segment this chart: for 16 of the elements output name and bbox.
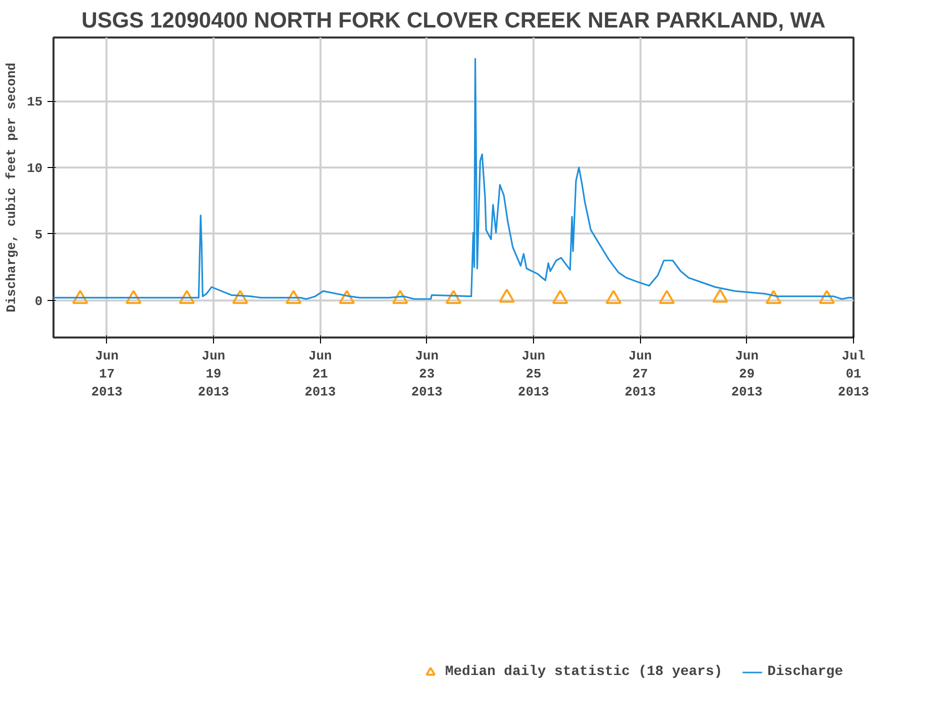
y-axis-title: Discharge, cubic feet per second xyxy=(4,62,19,312)
y-tick-label: 0 xyxy=(34,294,43,309)
y-tick-label: 15 xyxy=(26,94,43,110)
x-tick-label: Jun 29 2013 xyxy=(731,348,763,400)
x-tick-label: Jun 19 2013 xyxy=(198,348,230,400)
legend-label: Discharge xyxy=(767,664,843,680)
x-tick-label: Jun 23 2013 xyxy=(411,348,443,400)
x-tick-label: Jul 01 2013 xyxy=(838,348,870,400)
x-tick-label: Jun 17 2013 xyxy=(91,348,123,400)
x-tick-label: Jun 25 2013 xyxy=(518,348,550,400)
chart-title: USGS 12090400 NORTH FORK CLOVER CREEK NEAR PARKLAND, WA xyxy=(81,8,826,32)
y-tick-label: 10 xyxy=(26,161,43,176)
y-tick-label: 5 xyxy=(34,227,43,242)
x-tick-label: Jun 27 2013 xyxy=(624,348,656,400)
x-tick-label: Jun 21 2013 xyxy=(304,348,336,400)
legend-label: Median daily statistic (18 years) xyxy=(445,664,722,680)
